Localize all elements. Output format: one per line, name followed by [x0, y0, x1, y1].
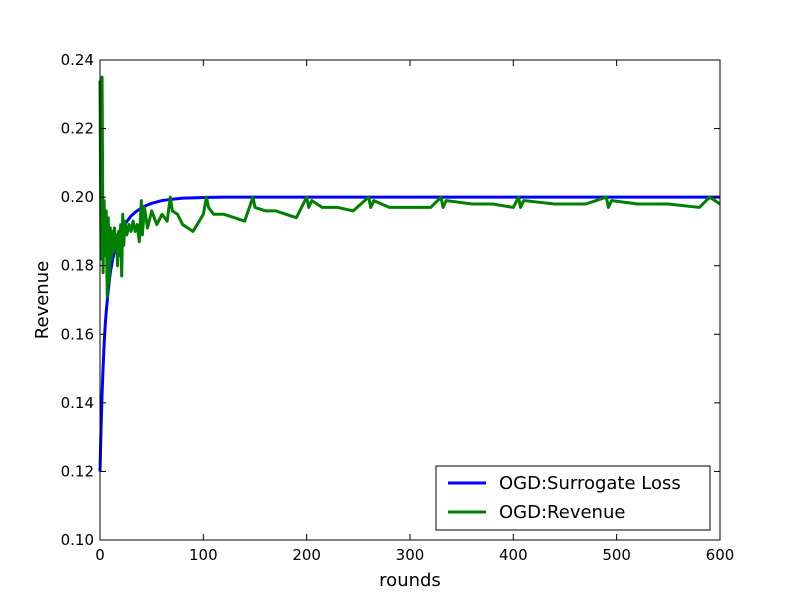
y-tick-label: 0.22	[61, 120, 94, 138]
y-tick-label: 0.10	[61, 531, 94, 549]
y-tick-label: 0.18	[61, 257, 94, 275]
legend-label-revenue: OGD:Revenue	[499, 502, 625, 523]
legend-label-surrogate-loss: OGD:Surrogate Loss	[499, 473, 681, 494]
x-axis-label: rounds	[379, 570, 441, 591]
legend-box	[435, 465, 711, 531]
y-tick-label: 0.20	[61, 188, 94, 206]
y-tick-label: 0.12	[61, 462, 94, 480]
x-tick-label: 600	[706, 546, 735, 564]
y-tick-label: 0.16	[61, 325, 94, 343]
x-tick-label: 200	[292, 546, 321, 564]
series-layer	[98, 75, 721, 472]
series-line-ogd-revenue	[98, 75, 721, 299]
x-tick-label: 300	[396, 546, 425, 564]
y-tick-label: 0.24	[61, 51, 94, 69]
x-tick-label: 500	[602, 546, 631, 564]
ticks-layer: 0 100 200 300 400 500 600 0.10 0.12 0.14 0.16 0.18 0…	[61, 51, 735, 564]
plot-area: 0 100 200 300 400 500 600 0.10 0.12 0.14 0.16 0.18 0…	[61, 51, 735, 564]
y-tick-label: 0.14	[61, 394, 94, 412]
legend: OGD:Surrogate Loss OGD:Revenue	[435, 465, 711, 531]
y-axis-label: Revenue	[32, 261, 53, 339]
x-tick-label: 100	[189, 546, 218, 564]
x-tick-label: 0	[95, 546, 105, 564]
plot-frame	[100, 60, 720, 540]
x-tick-label: 400	[499, 546, 528, 564]
series-line-ogd-surrogate-loss	[98, 195, 720, 472]
